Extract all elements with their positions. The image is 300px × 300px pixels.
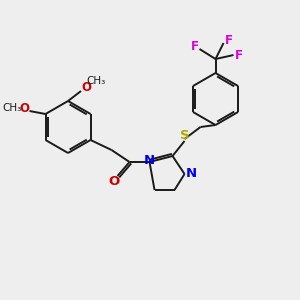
Text: O: O: [108, 176, 119, 188]
Text: F: F: [190, 40, 199, 52]
Text: O: O: [81, 80, 91, 94]
Text: F: F: [224, 34, 232, 46]
Text: CH₃: CH₃: [86, 76, 106, 86]
Text: S: S: [180, 128, 189, 142]
Text: F: F: [235, 49, 242, 62]
Text: CH₃: CH₃: [2, 103, 21, 113]
Text: N: N: [186, 167, 197, 181]
Text: N: N: [144, 154, 155, 167]
Text: O: O: [20, 101, 29, 115]
